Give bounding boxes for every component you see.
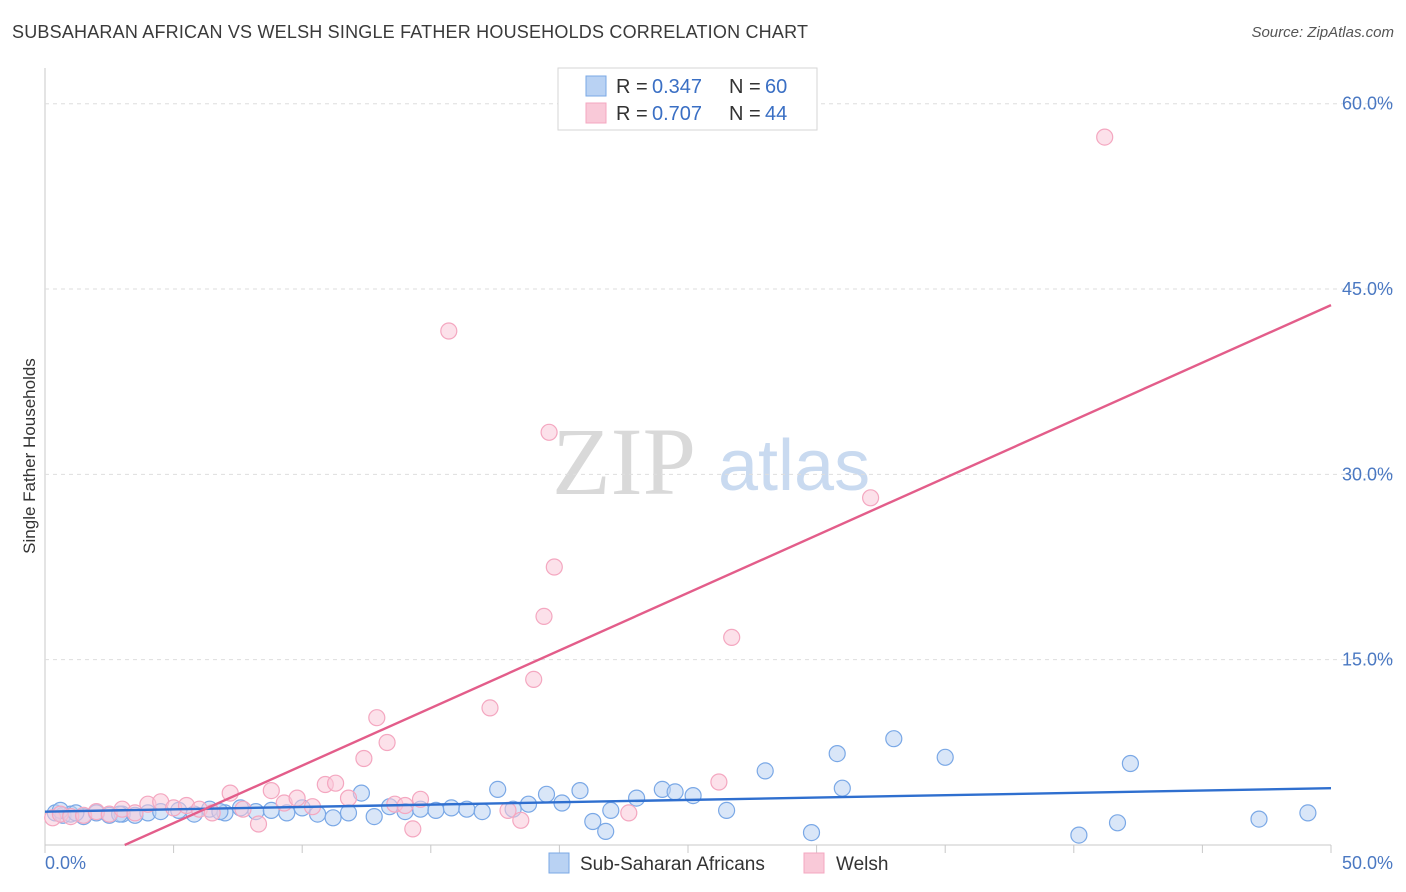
series-legend: Sub-Saharan Africans Welsh (548, 852, 888, 875)
data-point (627, 789, 646, 807)
y-tick-label: 60.0% (1342, 94, 1393, 114)
trend-lines (44, 303, 1332, 847)
data-point (355, 749, 373, 768)
y-tick-labels: 15.0% 30.0% 45.0% 60.0% (1342, 94, 1393, 670)
data-point (584, 812, 602, 831)
data-point (802, 823, 821, 842)
data-point (833, 779, 851, 797)
x-tick-marks (44, 845, 1332, 853)
data-point (249, 815, 268, 833)
data-point (756, 762, 774, 780)
watermark-atlas: atlas (718, 426, 870, 506)
data-point (540, 423, 558, 441)
data-point (404, 820, 422, 838)
data-point (666, 783, 684, 801)
data-point (571, 781, 589, 800)
data-point (717, 801, 736, 820)
data-point (1250, 810, 1268, 828)
data-point (262, 781, 280, 800)
data-point (512, 811, 530, 829)
data-point (602, 801, 620, 820)
trend-line-welsh (124, 303, 1332, 847)
y-axis-label: Single Father Households (20, 358, 39, 554)
data-point (288, 789, 306, 807)
y-tick-label: 45.0% (1342, 279, 1393, 299)
data-point (327, 774, 345, 792)
data-point (365, 807, 383, 826)
legend-n-value-2: 44 (765, 103, 787, 125)
data-point (1121, 754, 1140, 773)
data-point (440, 322, 458, 340)
data-point (368, 709, 386, 727)
data-point (828, 744, 846, 763)
legend-r-value-2: 0.707 (652, 103, 702, 125)
data-point (1108, 814, 1127, 832)
data-point (597, 822, 615, 841)
data-point (1096, 128, 1114, 146)
data-point (519, 795, 538, 813)
series-legend-swatch-blue (548, 852, 570, 874)
series-legend-label-1: Sub-Saharan Africans (580, 854, 765, 875)
gridlines (45, 103, 1393, 661)
data-point (339, 789, 358, 807)
legend-r-label-2: R = (616, 103, 648, 125)
series-legend-label-2: Welsh (836, 854, 888, 875)
data-point (936, 748, 954, 766)
data-point (684, 786, 702, 805)
data-point (411, 790, 430, 808)
data-point (861, 489, 880, 507)
source-credit: Source: ZipAtlas.com (1251, 24, 1394, 41)
data-point (324, 809, 342, 827)
data-point (723, 628, 741, 647)
x-tick-label-min: 0.0% (45, 853, 86, 873)
x-tick-label-max: 50.0% (1342, 853, 1393, 873)
data-point (1070, 826, 1088, 844)
legend-r-label-1: R = (616, 76, 648, 98)
legend-r-value-1: 0.347 (652, 76, 702, 98)
data-point (481, 699, 499, 717)
legend-swatch-blue (585, 75, 607, 97)
legend-n-value-1: 60 (765, 76, 787, 98)
data-point (885, 730, 903, 748)
data-point (535, 607, 553, 626)
data-point (525, 670, 543, 689)
data-point (545, 558, 563, 576)
series-welsh (44, 128, 1114, 838)
data-point (473, 802, 491, 821)
data-point (620, 804, 638, 822)
data-point (537, 785, 556, 803)
trend-line-sub-saharan-africans (44, 786, 1332, 813)
data-point (1299, 804, 1317, 822)
legend-n-label-2: N = (729, 103, 761, 125)
data-point (378, 733, 396, 752)
correlation-legend: R = 0.347 N = 60 R = 0.707 N = 44 (557, 67, 818, 131)
data-point (489, 780, 507, 799)
data-point (710, 773, 728, 791)
chart-title: SUBSAHARAN AFRICAN VS WELSH SINGLE FATHE… (12, 22, 809, 42)
y-tick-label: 15.0% (1342, 650, 1393, 670)
series-sub-saharan-africans (46, 730, 1317, 844)
series-legend-swatch-pink (803, 852, 825, 874)
legend-n-label-1: N = (729, 76, 761, 98)
data-point (442, 799, 460, 817)
legend-swatch-pink (585, 102, 607, 124)
watermark-zip: ZIP (552, 408, 696, 515)
y-tick-label: 30.0% (1342, 464, 1393, 484)
